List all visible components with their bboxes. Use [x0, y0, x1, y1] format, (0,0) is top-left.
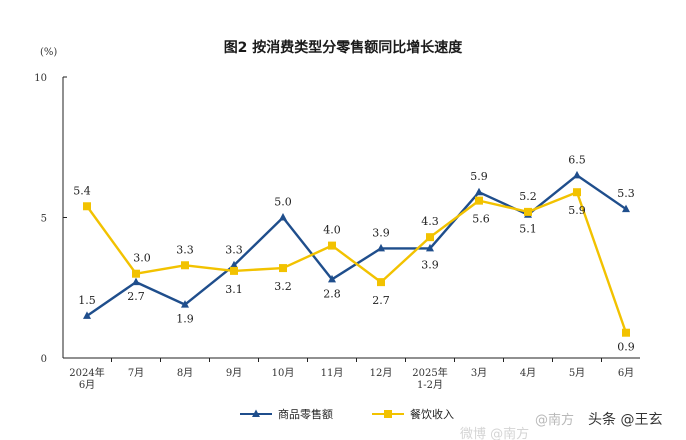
- data-label-retail: 1.5: [78, 294, 96, 307]
- data-label-retail: 3.9: [421, 258, 439, 271]
- x-tick-label: 3月: [471, 367, 487, 379]
- y-tick-label: 0: [41, 354, 47, 365]
- data-label-retail: 2.8: [323, 287, 341, 300]
- data-point-retail: [377, 243, 385, 252]
- legend-label-catering: 餐饮收入: [410, 407, 454, 421]
- x-tick-label: 11月: [321, 367, 344, 379]
- data-point-retail: [328, 274, 336, 283]
- data-point-retail: [83, 311, 91, 319]
- legend-marker-triangle: [252, 409, 260, 417]
- data-label-catering: 2.7: [372, 294, 390, 307]
- watermark-text: 头条 @王玄: [588, 411, 662, 428]
- chart-title: 图2 按消费类型分零售额同比增长速度: [224, 39, 464, 56]
- data-label-catering: 5.4: [73, 184, 91, 197]
- legend: 商品零售额 餐饮收入: [240, 407, 454, 421]
- y-ticks: 0 5 10: [34, 73, 67, 365]
- series-line-retail: [86, 174, 627, 317]
- series-line-catering: [86, 191, 628, 334]
- x-tick-label: 2024年 6月: [69, 366, 104, 391]
- watermark-faint: 微博 @南方: [460, 426, 529, 440]
- data-labels: 1.5 2.7 1.9 3.3 5.0 2.8 3.9 3.9 5.9 5.1 6.5 5.3 5.4 3…: [73, 153, 635, 353]
- data-point-retail: [426, 243, 434, 252]
- data-point-catering: [426, 233, 434, 242]
- data-point-catering: [377, 278, 385, 287]
- data-label-catering: 3.3: [176, 243, 194, 256]
- legend-marker-square: [384, 410, 392, 418]
- data-label-retail: 5.9: [470, 170, 488, 183]
- data-label-catering: 5.6: [472, 213, 490, 226]
- x-tick-label: 7月: [128, 367, 144, 379]
- data-label-retail: 3.9: [372, 226, 390, 239]
- data-label-retail: 5.1: [519, 223, 537, 236]
- data-point-catering: [475, 196, 483, 205]
- data-label-catering: 5.2: [519, 190, 537, 203]
- watermark-faint-left: @南方: [535, 412, 574, 428]
- legend-label-retail: 商品零售额: [278, 407, 333, 421]
- data-label-catering: 3.2: [274, 280, 292, 293]
- data-label-retail: 1.9: [176, 313, 194, 326]
- data-point-retail: [622, 204, 630, 213]
- data-point-catering: [230, 266, 238, 275]
- data-point-retail: [132, 277, 140, 286]
- y-axis-unit: (%): [40, 47, 57, 58]
- x-tick-label: 8月: [177, 367, 193, 379]
- data-point-catering: [524, 207, 532, 216]
- axes: [62, 77, 640, 359]
- data-label-retail: 5.3: [617, 187, 635, 200]
- data-point-retail: [230, 260, 238, 269]
- data-point-retail: [181, 300, 189, 308]
- x-tick-label: 2025年 1-2月: [412, 366, 447, 391]
- data-point-catering: [132, 269, 140, 278]
- data-label-catering: 3.1: [225, 283, 243, 296]
- x-tick-label: 4月: [520, 367, 536, 379]
- x-tick-label: 10月: [272, 367, 295, 379]
- data-label-catering: 0.9: [617, 341, 635, 354]
- data-point-catering: [622, 328, 630, 337]
- series-lines: [86, 174, 628, 334]
- x-tick-label: 5月: [569, 367, 585, 379]
- data-label-retail: 6.5: [568, 153, 586, 166]
- data-point-retail: [573, 170, 581, 179]
- x-ticks: 2024年 6月 7月 8月 9月 10月 11月 12月 2025年 1-2月 3月 4月 5月 6月: [69, 358, 634, 391]
- data-point-retail: [475, 187, 483, 196]
- data-point-catering: [279, 264, 287, 273]
- data-point-catering: [83, 202, 91, 211]
- x-tick-label: 9月: [226, 367, 242, 379]
- x-tick-label: 6月: [618, 367, 634, 379]
- data-label-catering: 4.3: [421, 215, 439, 228]
- data-label-retail: 3.3: [225, 243, 243, 256]
- data-label-retail: 5.0: [274, 196, 292, 209]
- x-tick-label: 12月: [370, 367, 393, 379]
- data-label-catering: 3.0: [133, 252, 151, 265]
- data-label-retail: 2.7: [127, 290, 145, 303]
- series-markers: [83, 170, 630, 337]
- y-tick-label: 5: [41, 214, 47, 225]
- data-point-catering: [328, 241, 336, 250]
- legend-item-retail: 商品零售额: [240, 407, 333, 421]
- y-tick-label: 10: [34, 73, 47, 84]
- data-point-catering: [573, 188, 581, 197]
- data-point-catering: [181, 261, 189, 270]
- legend-item-catering: 餐饮收入: [372, 407, 454, 421]
- data-label-catering: 4.0: [323, 224, 341, 237]
- data-point-retail: [279, 213, 287, 221]
- data-label-catering: 5.9: [568, 204, 586, 217]
